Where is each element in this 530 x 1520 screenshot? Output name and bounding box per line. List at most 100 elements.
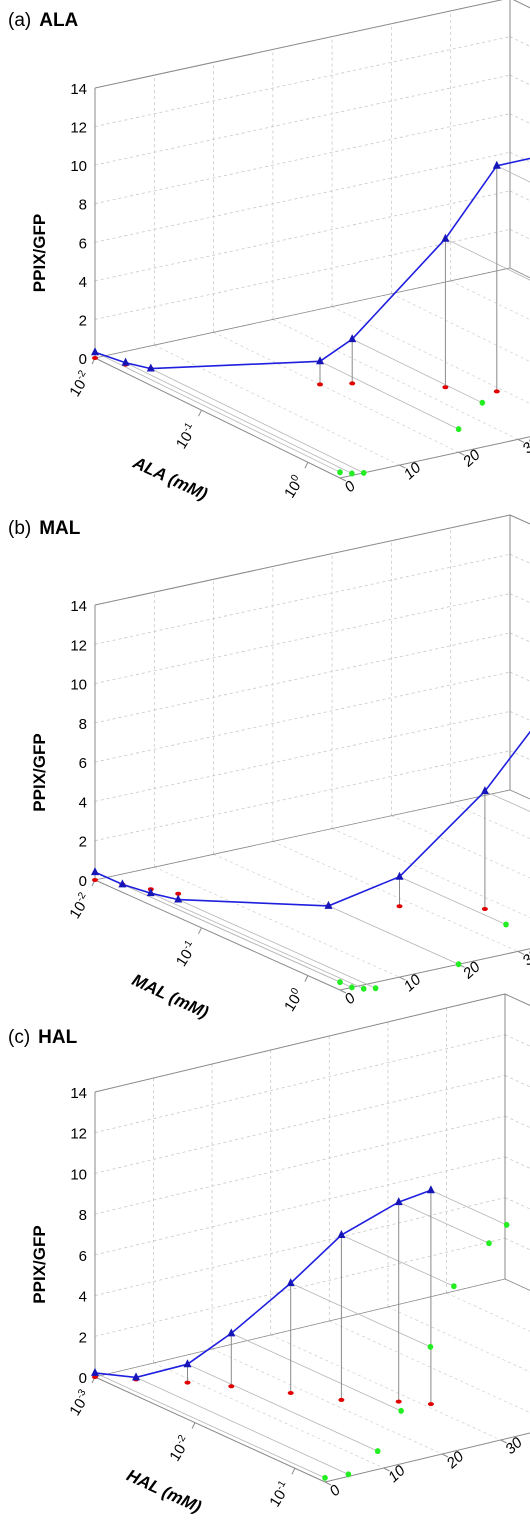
frame-edge: [94, 0, 504, 89]
panel-name: MAL: [39, 518, 81, 539]
grid-line: [94, 229, 511, 320]
grid-line: [509, 750, 530, 761]
grid-line: [504, 1075, 530, 1088]
frame-edge: [94, 1278, 506, 1378]
x-tick-label: 10-2: [66, 890, 95, 922]
wall-projection-point: [360, 469, 367, 476]
grid-line: [94, 711, 511, 802]
grid-line: [94, 151, 511, 243]
x-tick: [191, 1422, 196, 1429]
wall-projection-line: [290, 1282, 431, 1348]
z-axis-label: PPIX/GFP: [30, 733, 49, 811]
grid-line: [94, 1197, 506, 1296]
wall-projection-line: [484, 790, 530, 812]
grid-line: [509, 671, 530, 682]
grid-line: [509, 36, 530, 47]
data-point: [480, 786, 489, 795]
data-point: [348, 334, 357, 343]
wall-projection-point: [345, 1471, 352, 1478]
floor-projection-point: [92, 878, 98, 882]
wall-projection-point: [349, 470, 355, 477]
data-point: [121, 357, 130, 366]
y-tick-label: 10: [401, 971, 425, 995]
data-point: [183, 1359, 192, 1368]
floor-projection-point: [175, 891, 182, 896]
grid-line: [504, 1278, 530, 1291]
floor-projection-point: [493, 389, 500, 394]
floor-projection-point: [92, 356, 98, 360]
wall-projection-line: [135, 1377, 349, 1475]
panel-hal: (c)HAL0246810121401020304050607010-310-2…: [8, 993, 530, 1517]
y-tick-label: 0: [341, 989, 359, 1008]
grid-line: [94, 36, 511, 127]
z-tick-label: 6: [79, 235, 87, 252]
frame-edge: [512, 0, 530, 9]
floor-projection-point: [287, 1391, 294, 1395]
grid-line: [270, 1334, 501, 1441]
z-tick-label: 14: [70, 598, 87, 615]
x-tick-base: 10: [266, 1487, 289, 1510]
grid-line: [504, 1034, 530, 1047]
y-tick: [383, 1467, 390, 1472]
floor-projection-point: [427, 1402, 434, 1407]
series-line: [94, 730, 530, 907]
wall-projection-line: [150, 368, 364, 474]
x-axis-label: MAL (mM): [129, 970, 212, 1022]
panel-title: (a) ALA: [8, 10, 79, 31]
x-tick-label: 100: [280, 473, 307, 502]
grid-line: [513, 0, 530, 9]
y-tick-label: 20: [459, 446, 484, 471]
grid-line: [387, 1306, 530, 1373]
y-tick: [517, 438, 525, 443]
grid-line: [509, 632, 530, 643]
data-point: [146, 363, 155, 372]
panel-mal: (b)MAL0246810121401020304050607010-210-1…: [8, 514, 530, 1022]
floor-projection-point: [349, 381, 356, 386]
wall-projection-line: [398, 1201, 490, 1244]
data-point: [394, 1197, 403, 1206]
y-tick-label: 0: [341, 477, 359, 496]
z-tick-label: 14: [70, 81, 87, 98]
data-point: [146, 888, 155, 897]
data-point: [286, 1278, 295, 1287]
data-point: [91, 1367, 99, 1376]
grid-line: [94, 74, 511, 166]
x-tick: [304, 462, 309, 469]
panel-title: (b) MAL: [8, 518, 81, 539]
x-tick: [291, 1468, 296, 1475]
data-point: [441, 233, 450, 242]
grid-line: [94, 1034, 506, 1134]
x-tick-base: 10: [281, 478, 304, 501]
y-tick: [517, 950, 525, 955]
y-tick-label: 10: [385, 1462, 409, 1486]
z-tick-label: 10: [70, 677, 87, 694]
z-tick-label: 10: [70, 1166, 87, 1183]
wall-projection-point: [486, 1240, 492, 1247]
wall-projection-line: [94, 1372, 326, 1479]
panel-name: HAL: [38, 1027, 77, 1048]
grid-line: [94, 190, 511, 282]
floor-projection-point: [396, 904, 403, 909]
data-point: [227, 1328, 236, 1337]
y-tick: [500, 1439, 507, 1444]
grid-line: [272, 841, 519, 952]
x-tick: [198, 409, 202, 417]
x-tick-base: 10: [173, 946, 196, 969]
x-tick-exp: 0: [289, 473, 302, 484]
floor-projection-point: [338, 1397, 345, 1402]
panel-label: (a): [8, 10, 31, 31]
frame-edge: [94, 514, 511, 606]
y-axis: [324, 1432, 530, 1483]
z-tick-label: 10: [70, 158, 87, 175]
wall-projection-line: [352, 338, 483, 404]
x-tick-label: 10-2: [66, 368, 95, 400]
wall-projection-point: [503, 1221, 510, 1228]
floor-projection-point: [184, 1380, 191, 1385]
y-tick-label: 30: [502, 1434, 526, 1458]
data-point: [91, 347, 99, 356]
z-tick-label: 8: [79, 1207, 87, 1224]
x-tick-label: 10-1: [172, 938, 201, 970]
wall-projection-line: [445, 238, 530, 281]
grid-line: [211, 1348, 443, 1455]
